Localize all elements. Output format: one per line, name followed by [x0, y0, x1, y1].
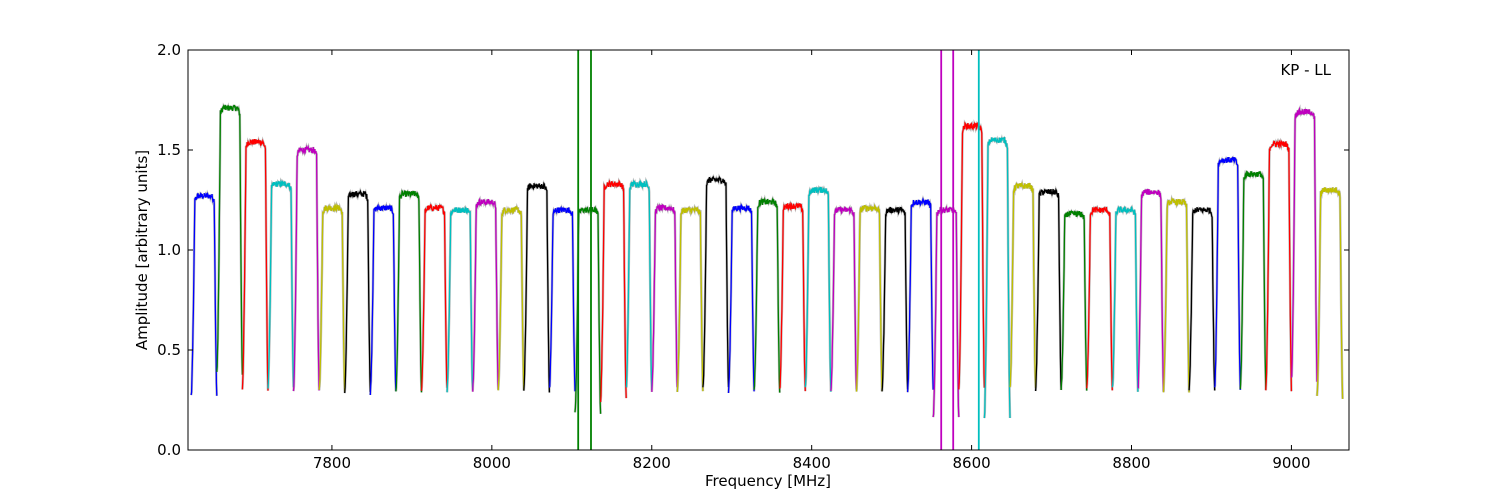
channel-line: [1239, 170, 1267, 390]
channel-line: [241, 138, 269, 391]
y-tick-label: 1.0: [157, 241, 181, 259]
channel-line: [1188, 207, 1216, 391]
channel-line: [932, 205, 960, 418]
x-tick-label: 8200: [633, 454, 671, 472]
channel-line: [267, 179, 295, 389]
channel-line: [753, 196, 781, 393]
y-axis-label: Amplitude [arbitrary units]: [133, 150, 151, 350]
channel-line: [395, 189, 423, 393]
channel-line: [958, 121, 986, 390]
channel-series: [190, 104, 1344, 419]
channel-line: [906, 196, 934, 393]
channel-line: [420, 203, 448, 391]
y-tick-label: 0.5: [157, 341, 181, 359]
chart-annotation: KP - LL: [1280, 61, 1331, 79]
channel-line: [446, 206, 474, 393]
channel-line: [779, 201, 806, 392]
channel-line: [676, 205, 704, 392]
y-tick-label: 2.0: [157, 41, 181, 59]
channel-line: [523, 181, 551, 393]
channel-line: [702, 175, 730, 388]
channel-line: [497, 205, 525, 391]
channel-line: [983, 136, 1011, 419]
channel-line: [1316, 187, 1344, 399]
x-tick-label: 8800: [1112, 454, 1150, 472]
plot-background: [188, 50, 1349, 450]
channel-line: [1111, 205, 1139, 392]
x-tick-label: 7800: [313, 454, 351, 472]
channel-line: [472, 197, 499, 392]
channel-line: [1162, 196, 1190, 393]
channel-line: [292, 144, 320, 392]
channel-line: [651, 203, 678, 392]
x-tick-label: 9000: [1272, 454, 1310, 472]
y-axis-ticks: 0.0 0.5 1.0 1.5 2.0: [157, 41, 1349, 459]
rfi-spikes: [577, 50, 980, 450]
x-tick-label: 8000: [473, 454, 511, 472]
x-axis-ticks: 7800 8000 8200 8400 8600 8800 9000: [313, 50, 1311, 472]
channel-line: [369, 203, 397, 396]
channel-line: [190, 191, 218, 396]
channel-line: [1214, 156, 1241, 390]
channel-line: [1265, 139, 1293, 392]
channel-line: [830, 206, 858, 391]
channel-line: [599, 179, 627, 403]
channel-line: [855, 203, 883, 392]
channel-line: [881, 206, 909, 392]
x-tick-label: 8600: [953, 454, 991, 472]
x-axis-label: Frequency [MHz]: [705, 472, 831, 490]
channel-line: [1290, 106, 1318, 382]
y-tick-label: 1.5: [157, 141, 181, 159]
channel-line: [216, 104, 244, 375]
channel-line: [1137, 188, 1165, 392]
channel-line: [1060, 209, 1088, 391]
channel-line: [344, 189, 371, 394]
channel-line: [548, 205, 576, 392]
channel-line: [727, 203, 755, 394]
channel-line: [1009, 181, 1037, 389]
channel-line: [1034, 187, 1062, 392]
x-tick-label: 8400: [793, 454, 831, 472]
channel-line: [804, 186, 832, 392]
y-tick-label: 0.0: [157, 441, 181, 459]
channel-line: [625, 178, 653, 391]
channel-line: [1086, 206, 1113, 391]
channel-line: [574, 205, 602, 414]
channel-line: [318, 203, 346, 392]
